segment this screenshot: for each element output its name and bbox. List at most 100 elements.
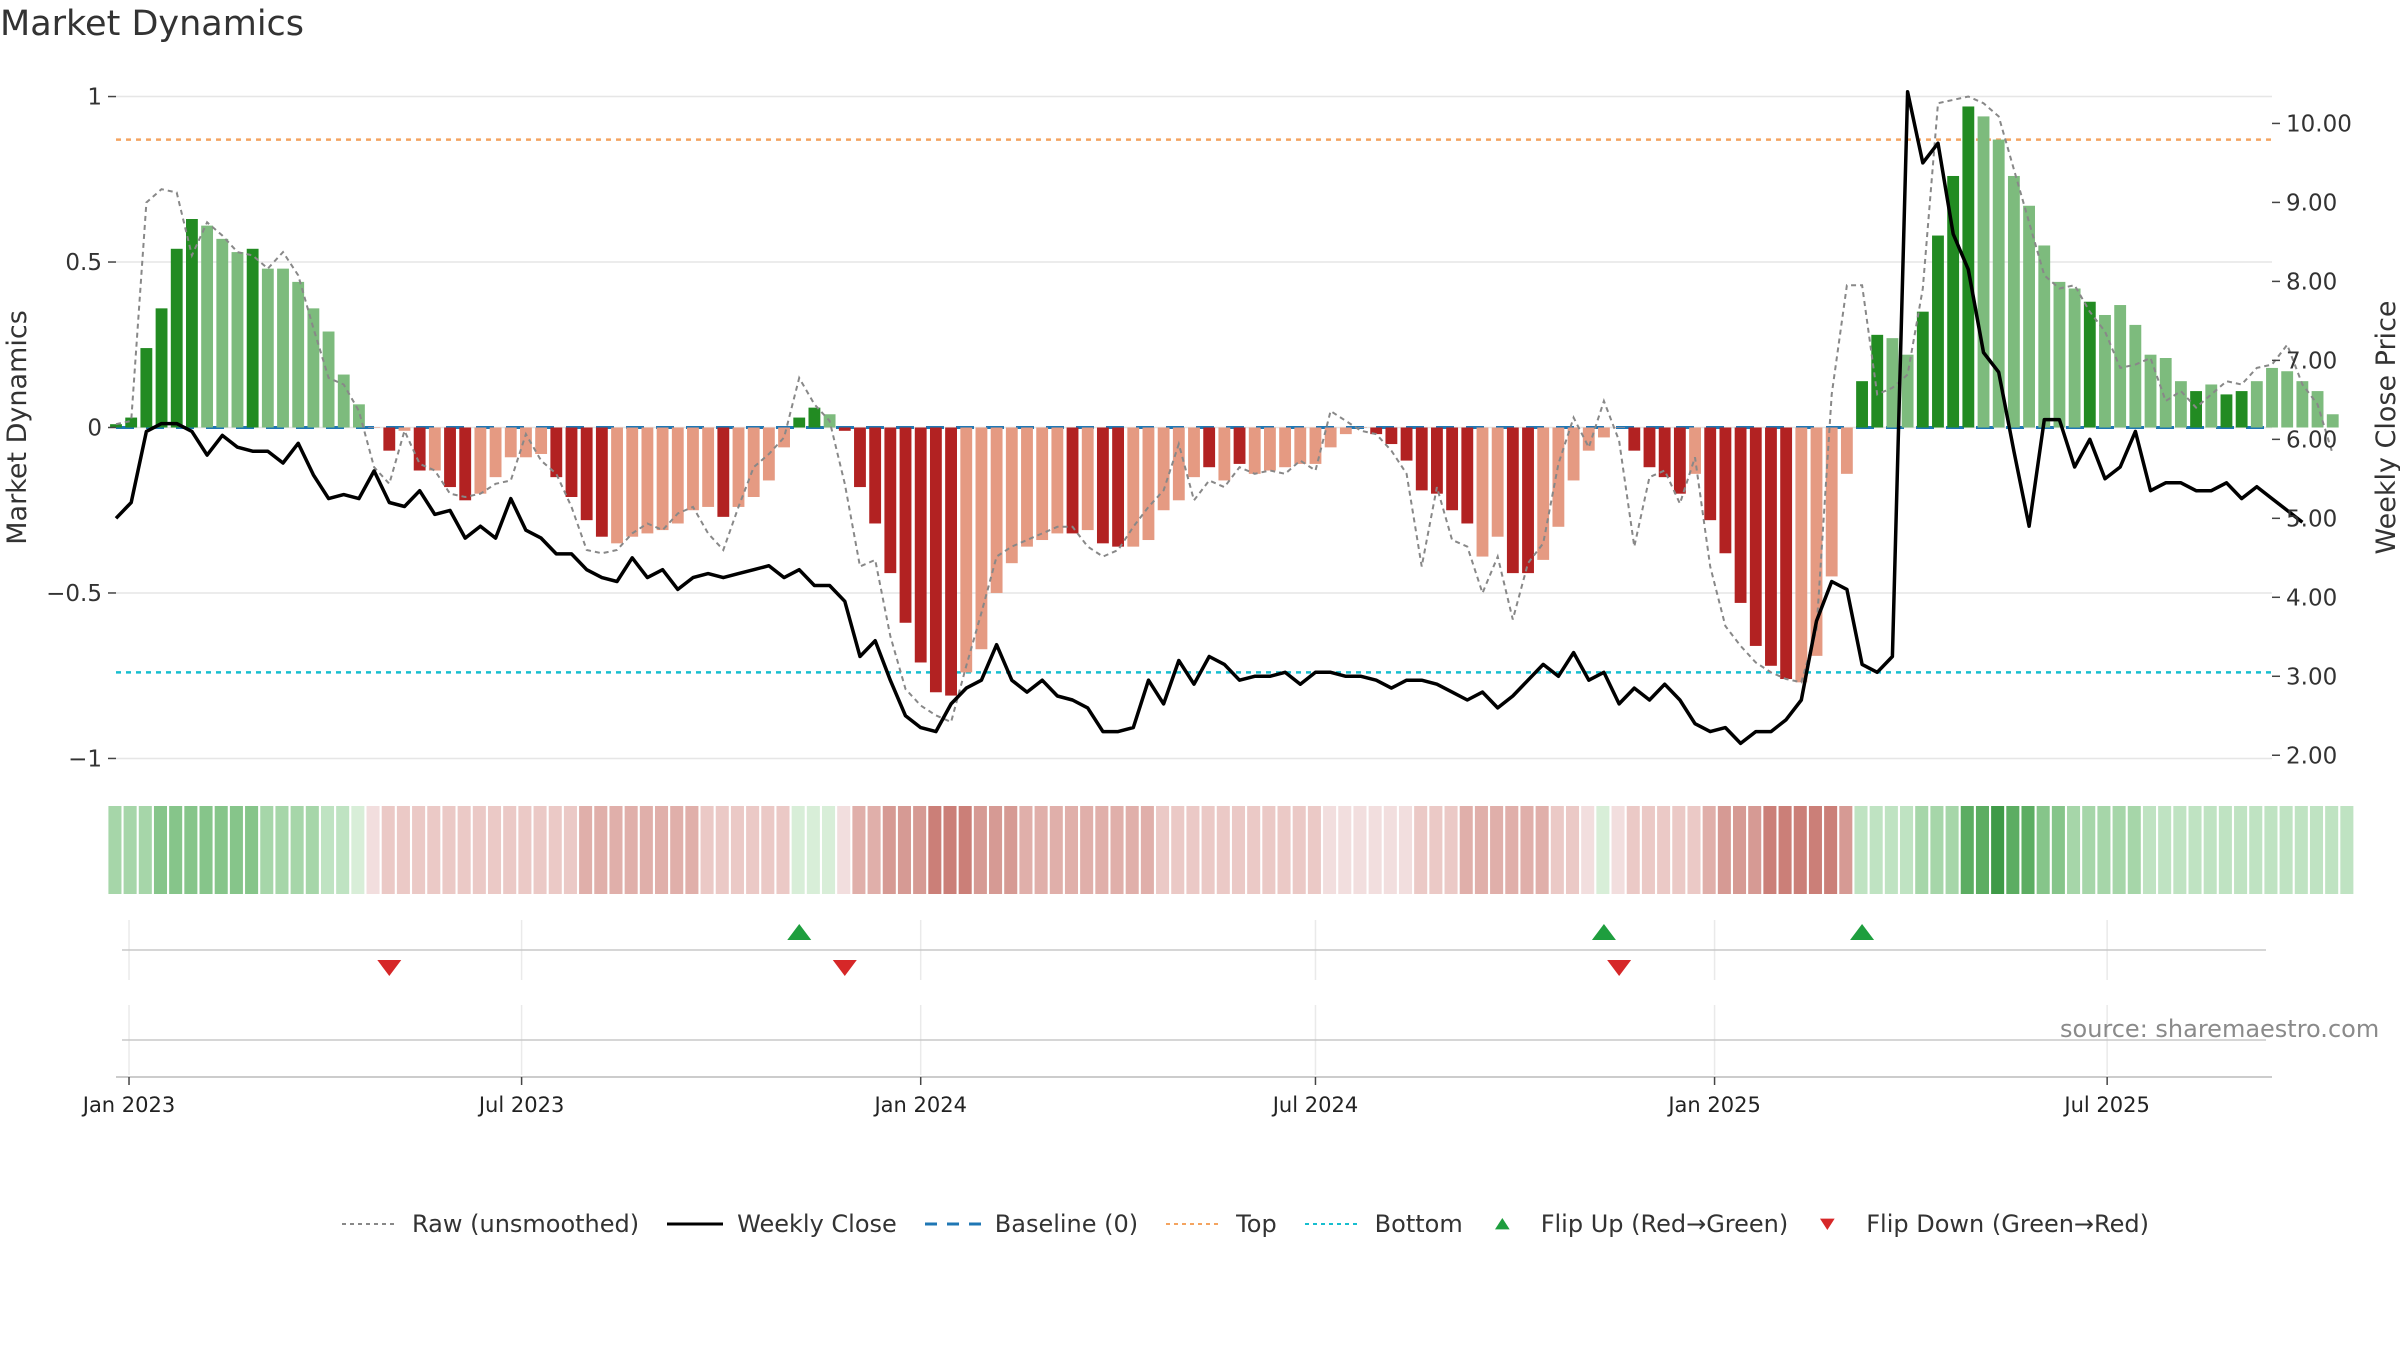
dynamics-bar bbox=[2326, 414, 2339, 428]
heat-cell bbox=[685, 806, 699, 894]
dynamics-bar bbox=[1780, 427, 1793, 680]
dynamics-bars bbox=[110, 106, 2339, 696]
heat-cell bbox=[320, 806, 335, 894]
heat-cell bbox=[2309, 806, 2324, 894]
heat-cell bbox=[2142, 806, 2157, 894]
dynamics-bar bbox=[1400, 427, 1413, 461]
dynamics-bar bbox=[626, 427, 639, 537]
heat-cell bbox=[1945, 806, 1959, 894]
x-tick-label: Jan 2025 bbox=[1666, 1093, 1761, 1117]
heat-cell bbox=[1763, 806, 1777, 894]
dynamics-bar bbox=[2144, 354, 2157, 428]
heat-cell bbox=[1839, 806, 1853, 894]
y2-tick-label: 2.00 bbox=[2286, 743, 2337, 769]
dynamics-bar bbox=[1279, 427, 1292, 468]
dynamics-bar bbox=[474, 427, 487, 494]
heat-cell bbox=[1824, 806, 1838, 894]
dynamics-bar bbox=[2311, 391, 2324, 428]
dynamics-bar bbox=[1476, 427, 1489, 557]
legend-label-bottom: Bottom bbox=[1374, 1210, 1463, 1238]
y2-tick-label: 8.00 bbox=[2286, 269, 2337, 295]
dynamics-bar bbox=[2023, 205, 2035, 428]
heat-cell bbox=[1201, 806, 1215, 894]
dynamics-bar bbox=[580, 427, 593, 521]
heat-cell bbox=[1687, 806, 1701, 894]
heat-cell bbox=[1444, 806, 1458, 894]
dynamics-bar bbox=[1506, 427, 1519, 574]
dynamics-bar bbox=[1385, 427, 1398, 445]
dynamics-bar bbox=[383, 427, 396, 451]
flip-down-marker bbox=[377, 960, 402, 976]
heat-cell bbox=[245, 806, 259, 894]
heat-cell bbox=[746, 806, 760, 894]
heat-cell bbox=[579, 806, 593, 894]
heat-cell bbox=[1641, 806, 1655, 894]
heat-cell bbox=[2067, 806, 2081, 894]
heat-cell bbox=[1611, 806, 1625, 894]
dynamics-bar bbox=[899, 427, 912, 623]
x-tick-label: Jan 2024 bbox=[872, 1093, 967, 1117]
heat-cell bbox=[2112, 806, 2126, 894]
flip-down-marker bbox=[1607, 960, 1632, 976]
dynamics-bar bbox=[717, 427, 730, 517]
dynamics-bar bbox=[2099, 314, 2111, 428]
legend-item-flip-down: Flip Down (Green→Red) bbox=[1814, 1210, 2149, 1238]
dynamics-bar bbox=[2220, 394, 2233, 428]
heat-cell bbox=[427, 806, 441, 894]
dynamics-bar bbox=[307, 308, 320, 428]
dynamics-bar bbox=[1765, 427, 1777, 666]
dynamics-bar bbox=[2190, 391, 2203, 428]
heat-cell bbox=[2006, 806, 2020, 894]
heat-cell bbox=[533, 806, 547, 894]
dynamics-bar bbox=[292, 281, 305, 428]
heat-cell bbox=[1733, 806, 1747, 894]
weekly-close-line bbox=[114, 90, 2304, 746]
y2-axis-label: Weekly Close Price bbox=[2371, 300, 2400, 554]
dynamics-bar bbox=[1415, 427, 1428, 491]
heat-cell bbox=[2127, 806, 2141, 894]
dynamics-bar bbox=[1992, 139, 2005, 428]
heat-cell bbox=[1581, 806, 1595, 894]
heat-cell bbox=[2234, 806, 2248, 894]
heat-cell bbox=[852, 806, 866, 894]
legend-swatch-raw bbox=[342, 1223, 398, 1225]
dynamics-bar bbox=[261, 268, 274, 428]
dynamics-bar bbox=[975, 427, 988, 650]
dynamics-bar bbox=[1172, 427, 1185, 501]
dynamics-bar bbox=[155, 308, 168, 428]
heat-cell bbox=[837, 806, 851, 894]
dynamics-bar bbox=[1522, 427, 1534, 574]
legend-label-weekly-close: Weekly Close bbox=[737, 1210, 897, 1238]
heat-cell bbox=[381, 806, 395, 894]
dynamics-bar bbox=[1096, 427, 1109, 544]
dynamics-bar bbox=[1901, 354, 1914, 428]
heat-cell bbox=[1854, 806, 1868, 894]
heat-cell bbox=[2294, 806, 2308, 894]
heat-cell bbox=[655, 806, 669, 894]
dynamics-bar bbox=[1203, 427, 1216, 468]
dynamics-bar bbox=[2205, 384, 2218, 428]
dynamics-bar bbox=[1431, 427, 1443, 494]
empty-panel bbox=[122, 1005, 2266, 1075]
heat-cell bbox=[275, 806, 289, 894]
dynamics-bar bbox=[1188, 427, 1200, 478]
dynamics-bar bbox=[565, 427, 578, 497]
dynamics-bar bbox=[1916, 311, 1929, 428]
heat-cell bbox=[2097, 806, 2111, 894]
page-title: Market Dynamics bbox=[0, 4, 305, 44]
dynamics-bar bbox=[1066, 427, 1079, 534]
legend-swatch-top bbox=[1166, 1223, 1223, 1225]
dynamics-bar bbox=[428, 427, 441, 471]
heat-cell bbox=[730, 806, 744, 894]
heat-cell bbox=[2325, 806, 2339, 894]
dynamics-bar bbox=[201, 225, 214, 428]
heat-cell bbox=[1080, 806, 1094, 894]
dynamics-bar bbox=[990, 427, 1003, 593]
dynamics-bar bbox=[1537, 427, 1550, 560]
heat-cell bbox=[1960, 806, 1974, 894]
heat-cell bbox=[412, 806, 426, 894]
dynamics-bar bbox=[246, 248, 259, 428]
heat-cell bbox=[913, 806, 927, 894]
legend-label-raw: Raw (unsmoothed) bbox=[412, 1210, 640, 1238]
